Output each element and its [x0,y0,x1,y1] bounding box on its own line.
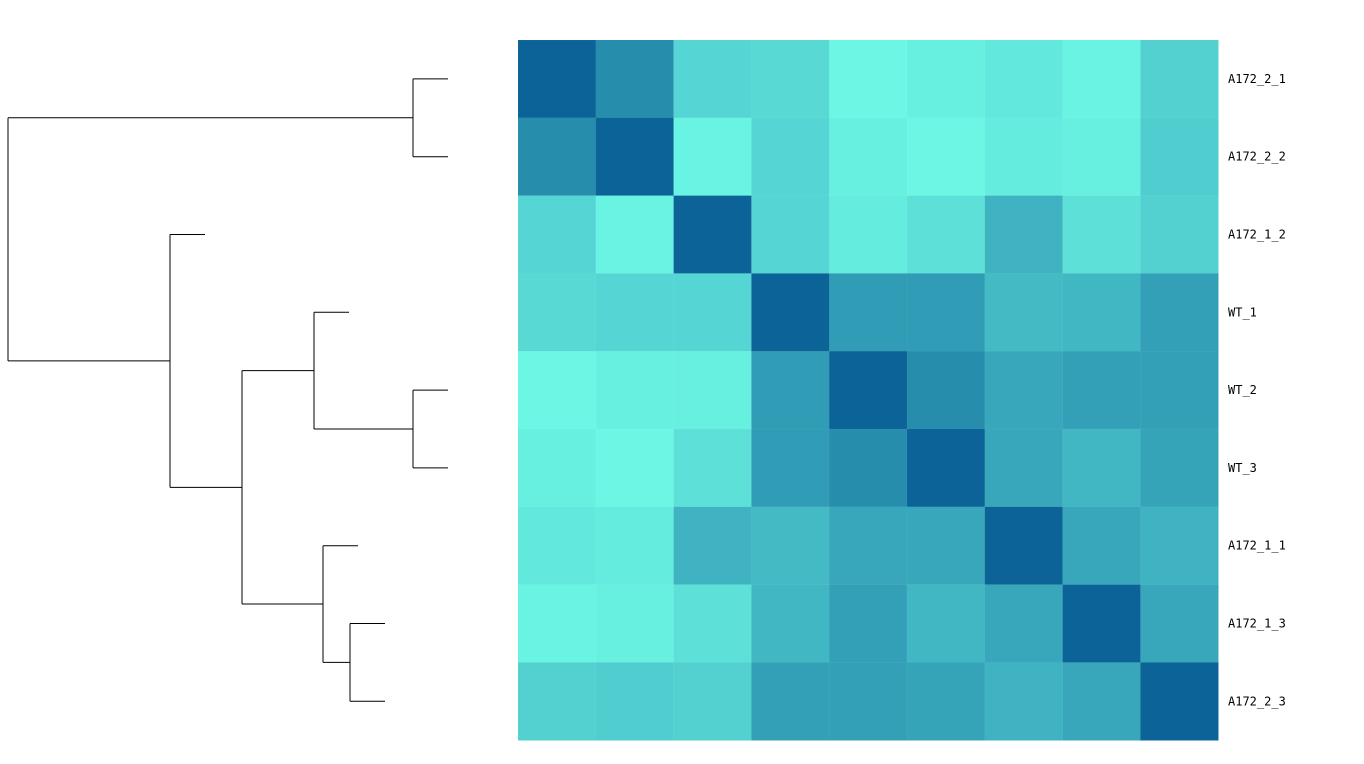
row-label: WT_2 [1228,383,1257,397]
row-label: A172_2_2 [1228,150,1286,164]
heatmap-cell [595,117,675,197]
heatmap-cell [751,662,830,741]
heatmap-cell [1062,39,1141,119]
heatmap-cell [906,506,986,586]
row-label: WT_3 [1228,461,1257,475]
heatmap-cell [517,39,597,119]
heatmap-cell [984,195,1064,274]
heatmap-cell [751,273,830,352]
heatmap-cell [517,195,597,274]
heatmap-cell [1140,662,1219,741]
row-label: A172_1_3 [1228,617,1286,631]
heatmap-cell [673,117,752,197]
heatmap-cell [517,117,597,197]
heatmap-cell [751,428,830,508]
heatmap-cell [984,350,1064,430]
heatmap-cell [517,350,597,430]
heatmap-cell [595,662,675,741]
heatmap-cell [517,506,597,586]
heatmap-cell [906,117,986,197]
heatmap-cell [751,39,830,119]
heatmap-cell [517,273,597,352]
heatmap-cell [1140,39,1219,119]
heatmap-cell [1062,584,1141,663]
heatmap-cell [1140,195,1219,274]
heatmap-cell [984,662,1064,741]
heatmap-cell [828,39,908,119]
heatmap-cell [828,662,908,741]
heatmap-cell [595,428,675,508]
heatmap-cell [984,273,1064,352]
heatmap-cell [984,117,1064,197]
heatmap-cell [1062,273,1141,352]
heatmap-cell [906,584,986,663]
heatmap-cell [751,195,830,274]
heatmap-cell [1062,195,1141,274]
heatmap-cell [984,428,1064,508]
row-label: A172_2_1 [1228,72,1286,86]
heatmap-cell [984,506,1064,586]
row-label: WT_1 [1228,305,1257,319]
heatmap-cell [595,506,675,586]
heatmap-cell [595,273,675,352]
heatmap-cell [673,273,752,352]
row-label: A172_2_3 [1228,694,1286,708]
row-label: A172_1_2 [1228,228,1286,242]
heatmap-cell [984,584,1064,663]
heatmap-cell [673,662,752,741]
heatmap-cell [906,273,986,352]
heatmap-cell [595,584,675,663]
heatmap-cell [751,350,830,430]
heatmap-cell [1140,506,1219,586]
heatmap-cell [828,428,908,508]
heatmap-cell [828,506,908,586]
row-label: A172_1_1 [1228,539,1286,553]
row-dendrogram [7,78,448,702]
heatmap-cell [595,350,675,430]
heatmap-cell [595,195,675,274]
heatmap-cell [906,428,986,508]
heatmap-cell [673,39,752,119]
heatmap-cell [828,195,908,274]
heatmap-cell [673,584,752,663]
heatmap-cell [751,506,830,586]
heatmap-cell [673,428,752,508]
heatmap-cell [828,350,908,430]
heatmap-cell [828,273,908,352]
heatmap-cell [517,428,597,508]
heatmap-cell [751,584,830,663]
heatmap-cell [906,662,986,741]
heatmap-cell [751,117,830,197]
heatmap-cell [1062,117,1141,197]
heatmap-cell [517,662,597,741]
heatmap-cell [1062,350,1141,430]
heatmap-cell [1062,428,1141,508]
heatmap-cell [517,584,597,663]
heatmap-cell [1140,584,1219,663]
heatmap-cell [1140,273,1219,352]
heatmap-cell [906,39,986,119]
heatmap-cell [673,506,752,586]
heatmap-cell [1140,350,1219,430]
heatmap-cell [1062,662,1141,741]
heatmap-cell [984,39,1064,119]
heatmap-cell [906,350,986,430]
heatmap-grid [517,39,1219,741]
heatmap-cell [906,195,986,274]
heatmap-cell [1140,117,1219,197]
heatmap-cell [828,584,908,663]
heatmap-cell [595,39,675,119]
heatmap-cell [1140,428,1219,508]
row-labels: A172_2_1 A172_2_2 A172_1_2 WT_1 WT_2 WT_3 A172… [1228,72,1286,708]
heatmap-cell [828,117,908,197]
heatmap-cell [1062,506,1141,586]
heatmap-cell [673,350,752,430]
heatmap-cell [673,195,752,274]
